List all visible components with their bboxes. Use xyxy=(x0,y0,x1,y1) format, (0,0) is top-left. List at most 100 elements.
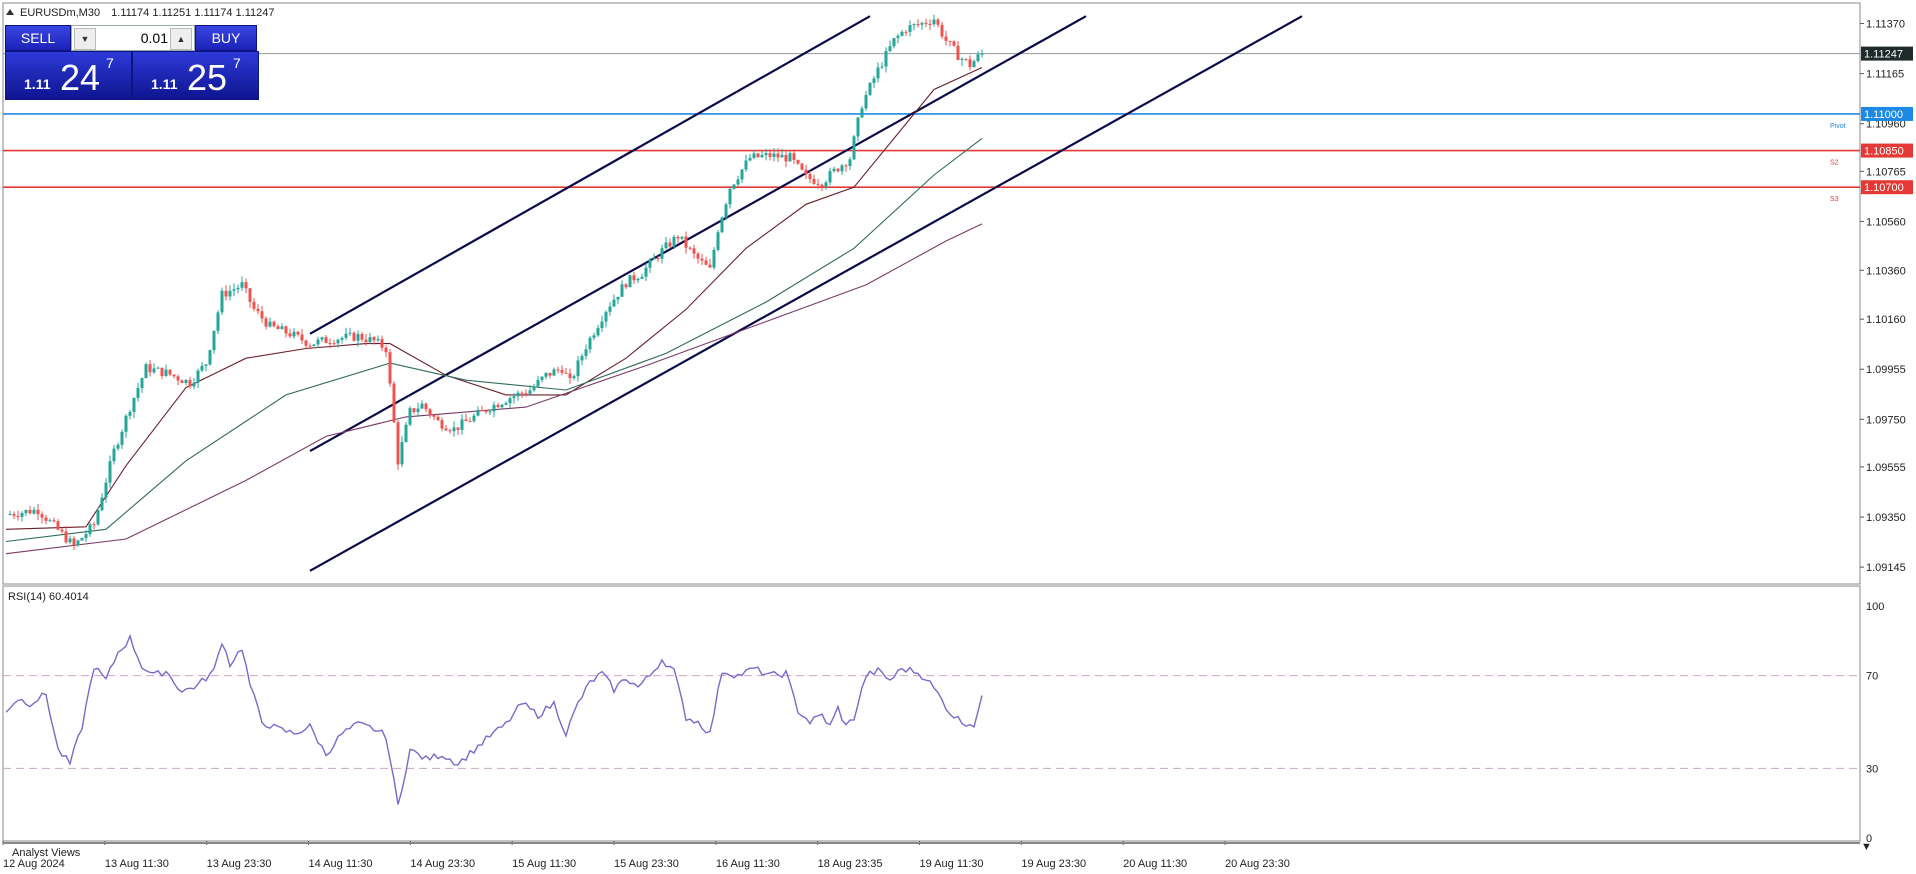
candle xyxy=(400,436,404,468)
candle xyxy=(804,164,808,179)
candle xyxy=(16,510,20,521)
candle xyxy=(92,521,96,530)
candle xyxy=(952,40,956,47)
candle xyxy=(664,237,668,250)
candle xyxy=(688,246,692,251)
rsi-line xyxy=(5,633,983,805)
candle xyxy=(592,332,596,341)
bottom-panel-label[interactable]: Analyst Views xyxy=(12,847,81,859)
candle xyxy=(324,334,328,344)
candle xyxy=(620,280,624,297)
candle xyxy=(980,49,984,58)
candle xyxy=(144,362,148,379)
buy-price-box[interactable]: 1.11 25 7 xyxy=(132,51,259,100)
candle xyxy=(208,349,212,366)
candle xyxy=(732,184,736,190)
candle xyxy=(668,238,672,249)
lot-size-input[interactable]: ▼ 0.01 ▲ xyxy=(71,25,195,51)
candle xyxy=(412,407,416,415)
candle xyxy=(500,403,504,410)
candle xyxy=(756,153,760,158)
rsi-pane xyxy=(2,585,1861,842)
candle xyxy=(916,19,920,28)
candle xyxy=(792,151,796,165)
rsi-line-group xyxy=(5,633,983,805)
candle xyxy=(488,409,492,416)
candle xyxy=(728,188,732,209)
candle xyxy=(704,256,708,266)
candle xyxy=(476,406,480,417)
sell-price-box[interactable]: 1.11 24 7 xyxy=(5,51,132,100)
candle xyxy=(780,148,784,158)
sell-price-small: 1.11 xyxy=(24,76,51,92)
scroll-down-icon[interactable]: ▼ xyxy=(1861,841,1872,853)
candle xyxy=(820,183,824,191)
candle xyxy=(888,40,892,53)
candle xyxy=(812,174,816,185)
collapse-triangle-icon[interactable] xyxy=(6,9,14,15)
candle xyxy=(548,372,552,379)
candle xyxy=(524,389,528,397)
candle xyxy=(836,168,840,173)
candle xyxy=(348,327,352,337)
channel-upper-line[interactable] xyxy=(309,15,871,335)
candle xyxy=(516,390,520,401)
candle xyxy=(116,442,120,451)
buy-button[interactable]: BUY xyxy=(195,25,257,51)
candle xyxy=(876,62,880,83)
candle xyxy=(776,148,780,162)
svg-text:1.11000: 1.11000 xyxy=(1864,109,1903,121)
candle xyxy=(140,377,144,393)
candle xyxy=(164,364,168,377)
current-price-tag: 1.11247 xyxy=(1861,46,1913,61)
candle xyxy=(20,511,24,522)
candle xyxy=(296,330,300,337)
candle xyxy=(368,332,372,344)
candle xyxy=(308,343,312,350)
candle xyxy=(192,377,196,390)
moving-averages xyxy=(5,67,983,555)
time-tick-label: 20 Aug 23:30 xyxy=(1225,858,1290,870)
candle xyxy=(408,406,412,427)
lot-decrease-icon[interactable]: ▼ xyxy=(74,28,96,50)
candle xyxy=(256,304,260,315)
candle xyxy=(884,47,888,73)
candle xyxy=(100,493,104,511)
svg-text:1.10850: 1.10850 xyxy=(1864,146,1904,158)
candle xyxy=(948,40,952,47)
candle xyxy=(72,536,76,550)
price-axis: 1.11370 1.11165 1.10960 1.10765 1.10560 1.103… xyxy=(1860,19,1906,574)
channel-middle-line[interactable] xyxy=(309,15,1087,453)
candle xyxy=(584,344,588,360)
candle xyxy=(196,368,200,389)
candle xyxy=(472,413,476,423)
candle xyxy=(448,428,452,434)
price-tick-label: 1.10160 xyxy=(1866,314,1906,326)
time-tick-label: 12 Aug 2024 xyxy=(3,858,65,870)
candle xyxy=(288,328,292,339)
candle xyxy=(616,296,620,305)
price-tick-label: 1.09955 xyxy=(1866,364,1906,376)
candle xyxy=(220,287,224,315)
sell-button[interactable]: SELL xyxy=(5,25,71,51)
one-click-trading-panel: SELL ▼ 0.01 ▲ BUY 1.11 24 7 1.11 25 7 xyxy=(5,25,259,100)
candle xyxy=(552,367,556,376)
lot-increase-icon[interactable]: ▲ xyxy=(170,28,192,50)
candle xyxy=(520,391,524,399)
time-tick-label: 19 Aug 23:30 xyxy=(1021,858,1086,870)
candle xyxy=(932,14,936,27)
channel-lower-line[interactable] xyxy=(309,15,1303,572)
candle xyxy=(132,397,136,418)
candle xyxy=(956,40,960,61)
candle xyxy=(572,374,576,381)
ohlc-values: 1.11174 1.11251 1.11174 1.11247 xyxy=(111,7,274,19)
candle xyxy=(744,154,748,173)
candle xyxy=(828,167,832,186)
price-tick-label: 1.11370 xyxy=(1866,19,1905,31)
candle xyxy=(596,324,600,337)
candle xyxy=(360,331,364,342)
price-tick-label: 1.10360 xyxy=(1866,265,1906,277)
candle xyxy=(32,506,36,515)
price-tick-label: 1.09145 xyxy=(1866,562,1906,574)
sell-price-big: 24 xyxy=(60,57,101,98)
